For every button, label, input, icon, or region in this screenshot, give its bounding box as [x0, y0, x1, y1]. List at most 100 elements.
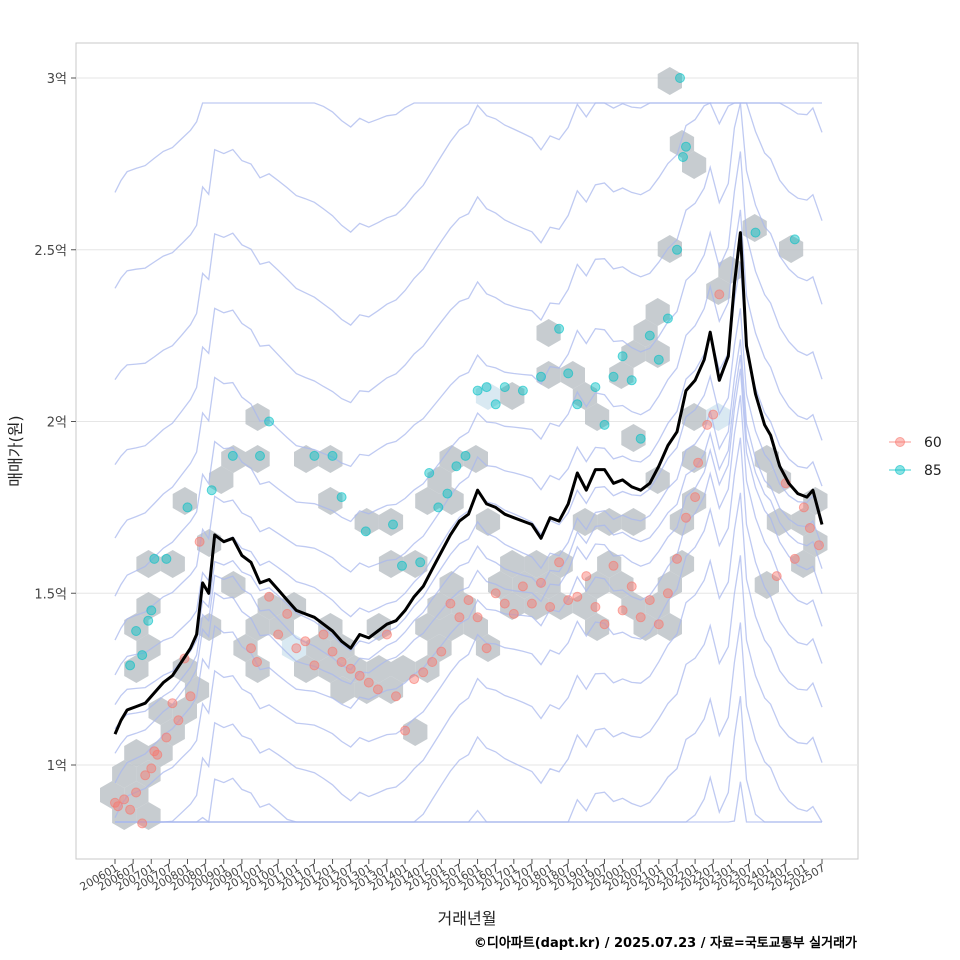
density-contour — [115, 555, 823, 824]
point-series-60 — [508, 608, 519, 619]
hexbin — [548, 592, 573, 620]
hexbin — [184, 676, 210, 704]
y-tick-label: 1억 — [47, 759, 67, 774]
density-contour — [115, 781, 822, 823]
point-series-60 — [336, 657, 347, 667]
point-series-60 — [526, 598, 537, 609]
hexbin — [682, 151, 707, 179]
point-series-60 — [131, 787, 142, 798]
point-series-60 — [318, 629, 329, 640]
point-series-85 — [182, 502, 193, 513]
point-series-60 — [608, 560, 619, 571]
point-series-60 — [345, 663, 356, 674]
point-series-60 — [418, 667, 429, 678]
point-series-60 — [363, 677, 374, 688]
legend-label: 60 — [924, 435, 942, 451]
y-tick-label: 2억 — [47, 416, 67, 431]
point-series-60 — [635, 612, 646, 623]
hexbin — [124, 655, 149, 683]
point-series-60 — [252, 657, 262, 667]
point-series-60 — [246, 643, 256, 654]
trend-line — [113, 231, 824, 735]
point-series-60 — [554, 557, 565, 568]
point-series-60 — [804, 523, 815, 533]
point-series-85 — [143, 615, 154, 626]
hexbin — [354, 508, 379, 536]
point-series-60 — [185, 691, 196, 702]
point-series-85 — [442, 488, 453, 499]
point-series-85 — [536, 371, 546, 382]
hexbin — [245, 445, 270, 473]
density-contour — [114, 355, 823, 730]
hexbin — [536, 571, 561, 599]
hexbin — [791, 508, 816, 536]
point-series-85 — [678, 152, 688, 162]
point-series-60 — [194, 536, 205, 547]
hexbin — [148, 739, 173, 767]
hexbin — [791, 550, 816, 578]
hexbin — [621, 424, 646, 452]
legend-label: 85 — [924, 463, 942, 479]
hexbin — [136, 802, 161, 830]
point-series-60 — [814, 540, 824, 551]
point-series-85 — [327, 450, 338, 461]
x-axis-ticks: 2006012006072007012007072008012008072009… — [78, 859, 828, 894]
hexbin — [124, 781, 149, 809]
hexbin — [172, 487, 197, 515]
point-series-60 — [702, 419, 713, 430]
point-series-60 — [291, 643, 302, 654]
hexbin — [633, 613, 658, 641]
hexbin — [657, 613, 682, 641]
hexbin — [572, 592, 598, 620]
hexbin-layer — [100, 67, 828, 830]
y-axis-title: 매매가(원) — [6, 415, 25, 486]
hexbin — [621, 508, 646, 536]
point-series-60 — [381, 629, 392, 640]
point-series-60 — [771, 571, 782, 582]
point-series-60 — [789, 553, 800, 564]
hexbin — [475, 634, 501, 662]
point-series-60 — [436, 646, 447, 657]
point-series-85 — [672, 244, 682, 255]
x-axis-title: 거래년월 — [438, 909, 497, 928]
density-contour — [114, 339, 823, 705]
hexbin — [682, 403, 707, 431]
point-series-60 — [273, 629, 284, 640]
hexbin — [657, 235, 682, 263]
point-series-85 — [424, 468, 435, 478]
hexbin — [621, 340, 646, 368]
hexbin — [439, 487, 464, 515]
hexbin — [197, 613, 222, 641]
hexbin — [585, 403, 610, 431]
point-series-60 — [173, 715, 184, 726]
point-series-60 — [545, 602, 556, 612]
point-series-60 — [708, 409, 719, 420]
point-series-60 — [400, 725, 411, 736]
point-series-60 — [167, 698, 178, 709]
hexbin — [112, 760, 137, 788]
point-series-85 — [255, 450, 265, 461]
hexbin — [318, 655, 343, 683]
point-series-85 — [433, 502, 444, 513]
hexbin — [136, 634, 161, 662]
point-series-60 — [681, 512, 691, 523]
hexbin — [439, 445, 464, 473]
point-series-85 — [388, 519, 398, 530]
point-series-85 — [460, 450, 471, 461]
point-series-85 — [125, 660, 136, 671]
point-series-85 — [131, 626, 142, 636]
hexbin — [391, 655, 416, 683]
hexbin — [427, 592, 452, 620]
y-tick-label: 2.5억 — [34, 244, 67, 259]
point-series-85 — [472, 385, 483, 396]
point-series-60 — [113, 801, 123, 812]
point-series-85 — [572, 399, 583, 410]
point-series-60 — [146, 763, 157, 774]
point-series-60 — [714, 289, 725, 300]
point-series-60 — [427, 657, 438, 667]
point-series-85 — [264, 416, 275, 427]
hexbin — [439, 613, 464, 641]
point-series-85 — [662, 313, 673, 324]
point-series-85 — [206, 485, 217, 496]
